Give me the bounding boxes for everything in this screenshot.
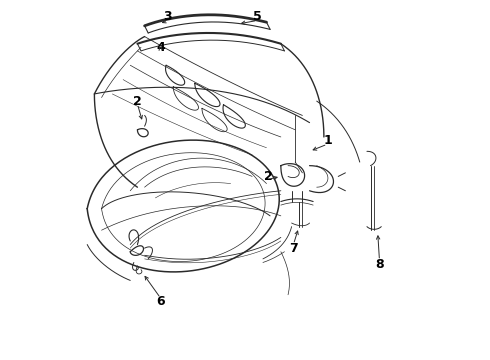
Text: 1: 1 [323,134,332,147]
Text: 2: 2 [133,95,142,108]
Text: 8: 8 [375,258,384,271]
Text: 2: 2 [264,170,272,183]
Text: 3: 3 [164,10,172,23]
Text: 6: 6 [156,296,165,309]
Text: 7: 7 [289,242,298,255]
Text: 4: 4 [156,41,165,54]
Text: 5: 5 [253,10,262,23]
